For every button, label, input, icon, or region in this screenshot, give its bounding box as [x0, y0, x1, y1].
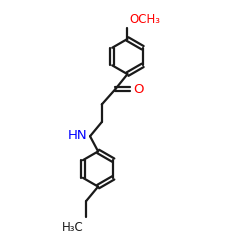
Text: H₃C: H₃C — [62, 221, 84, 234]
Text: OCH₃: OCH₃ — [130, 13, 160, 26]
Text: O: O — [133, 83, 143, 96]
Text: HN: HN — [68, 128, 87, 141]
